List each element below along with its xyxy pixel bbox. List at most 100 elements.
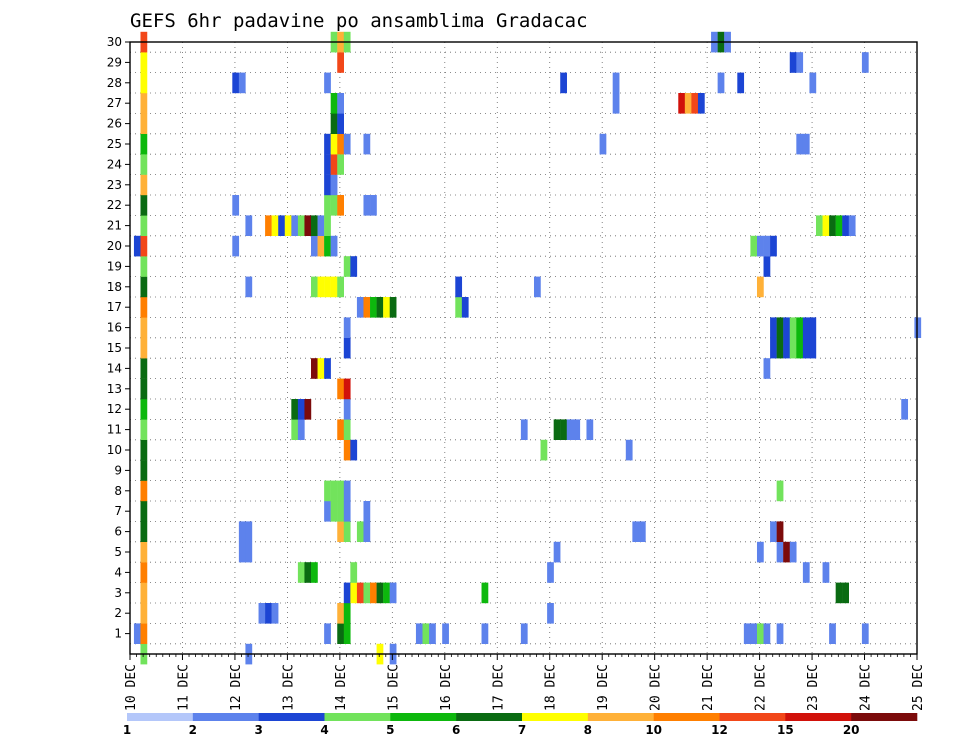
data-cell (842, 215, 849, 236)
data-cell (350, 582, 358, 604)
chart-title: GEFS 6hr padavine po ansamblima Gradacac (130, 10, 588, 32)
colorbar-swatch (192, 713, 259, 721)
data-cell (324, 154, 331, 175)
data-cell (678, 93, 686, 114)
data-cell (140, 154, 148, 175)
data-cell (337, 276, 344, 298)
data-cell (291, 215, 299, 236)
data-cell (337, 113, 344, 134)
y-tick-label: 25 (107, 137, 122, 151)
data-cell (481, 582, 489, 604)
data-cell (140, 235, 148, 257)
data-cell (311, 276, 318, 298)
data-cell (337, 52, 344, 73)
data-cell (750, 623, 758, 644)
data-cell (533, 276, 541, 298)
x-tick-label: 24 DEC (859, 664, 874, 711)
y-tick-label: 22 (107, 198, 122, 212)
data-cell (802, 317, 810, 338)
data-cell (140, 480, 148, 502)
y-tick-label: 26 (107, 117, 122, 131)
y-tick-label: 6 (114, 525, 122, 539)
data-cell (756, 541, 764, 563)
data-cell (245, 541, 253, 563)
data-cell (861, 623, 869, 644)
x-tick-label: 10 DEC (124, 664, 139, 711)
data-cell (140, 439, 148, 461)
colorbar-swatch (587, 713, 654, 721)
y-tick-label: 15 (107, 341, 122, 355)
data-cell (776, 317, 784, 338)
data-cell (383, 582, 390, 604)
data-cell (802, 337, 810, 359)
data-cell (363, 195, 371, 216)
data-cell (343, 623, 351, 644)
data-cell (140, 93, 148, 114)
data-cell (140, 195, 148, 216)
x-tick-label: 21 DEC (701, 664, 716, 711)
data-cell (330, 501, 338, 522)
colorbar-label: 4 (320, 723, 328, 737)
data-cell (743, 623, 751, 644)
data-cell (343, 439, 351, 461)
colorbar-swatch (127, 713, 194, 721)
data-cell (370, 195, 377, 216)
data-cell (796, 133, 804, 155)
colorbar-label: 1 (123, 723, 131, 737)
data-cell (337, 93, 344, 114)
data-cell (140, 215, 148, 236)
data-cell (343, 501, 351, 522)
data-cell (684, 93, 692, 114)
data-cell (140, 541, 148, 563)
data-cell (140, 52, 148, 73)
data-cell (560, 72, 567, 94)
colorbar-label: 8 (584, 723, 592, 737)
data-cell (350, 562, 358, 583)
data-cell (691, 93, 699, 114)
data-cell (245, 521, 253, 542)
data-cell (573, 419, 581, 440)
data-cell (343, 480, 351, 502)
data-cell (337, 501, 344, 522)
data-cell (140, 113, 148, 134)
data-cell (442, 623, 449, 644)
y-tick-label: 27 (107, 96, 122, 110)
data-cell (297, 419, 305, 440)
y-tick-label: 29 (107, 55, 122, 69)
data-cell (337, 603, 344, 624)
x-tick-label: 14 DEC (334, 664, 349, 711)
data-cell (770, 521, 777, 542)
y-tick-label: 2 (114, 606, 122, 620)
colorbar-label: 5 (386, 723, 394, 737)
data-cell (363, 297, 371, 318)
y-axis-ticks: 1234567891011121314151617181920212223242… (107, 35, 130, 641)
y-tick-label: 14 (107, 361, 122, 375)
data-cell (140, 276, 148, 298)
colorbar-swatch (785, 713, 852, 721)
data-cell (363, 582, 371, 604)
data-cell (809, 337, 817, 359)
y-tick-label: 13 (107, 382, 122, 396)
data-cell (356, 297, 364, 318)
data-cell (356, 521, 364, 542)
data-cell (789, 541, 797, 563)
data-cell (337, 195, 344, 216)
y-tick-label: 5 (114, 545, 122, 559)
data-cell (560, 419, 567, 440)
data-cell (238, 72, 246, 94)
data-cell (337, 378, 344, 400)
data-cell (822, 562, 830, 583)
data-cell (363, 501, 371, 522)
x-tick-label: 22 DEC (754, 664, 769, 711)
data-cell (324, 623, 331, 644)
data-cell (297, 562, 305, 583)
data-cell (140, 297, 148, 318)
data-cell (632, 521, 640, 542)
data-cell (625, 439, 633, 461)
colorbar-label: 15 (777, 723, 794, 737)
data-cell (271, 603, 279, 624)
colorbar-swatch (324, 713, 391, 721)
data-cell (350, 256, 358, 277)
y-tick-label: 7 (114, 504, 122, 518)
